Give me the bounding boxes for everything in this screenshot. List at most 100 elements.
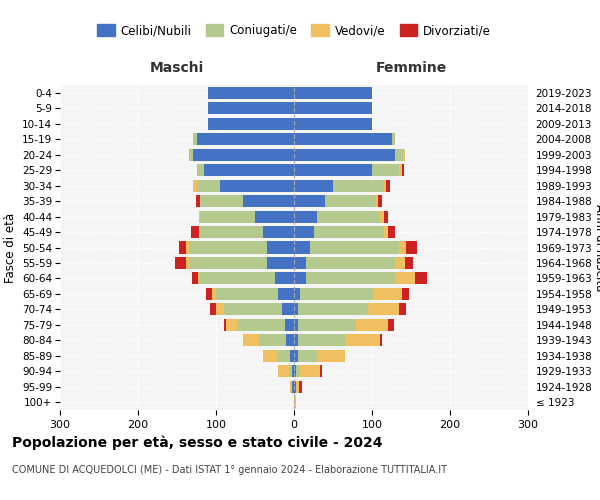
Bar xyxy=(187,242,188,254)
Bar xyxy=(294,288,300,300)
Bar xyxy=(196,180,220,192)
Bar xyxy=(405,257,413,269)
Bar xyxy=(198,272,200,284)
Bar xyxy=(278,366,289,378)
Bar xyxy=(299,381,302,393)
Bar xyxy=(259,334,286,346)
Bar xyxy=(294,226,314,238)
Bar xyxy=(294,257,306,269)
Bar xyxy=(294,195,325,207)
Bar xyxy=(294,164,372,176)
Bar xyxy=(378,195,382,207)
Bar xyxy=(283,304,294,316)
Bar xyxy=(216,304,224,316)
Bar xyxy=(238,319,284,331)
Bar xyxy=(226,319,238,331)
Bar xyxy=(294,118,372,130)
Bar xyxy=(200,226,263,238)
Bar xyxy=(294,304,298,316)
Bar xyxy=(294,319,298,331)
Bar xyxy=(199,226,200,238)
Bar xyxy=(197,164,204,176)
Bar xyxy=(386,180,390,192)
Bar xyxy=(294,334,298,346)
Bar xyxy=(395,257,405,269)
Bar xyxy=(406,242,417,254)
Bar xyxy=(384,226,388,238)
Bar xyxy=(192,272,198,284)
Bar xyxy=(374,288,401,300)
Bar xyxy=(200,272,275,284)
Bar xyxy=(196,195,200,207)
Bar xyxy=(255,210,294,222)
Bar xyxy=(356,319,388,331)
Bar xyxy=(368,304,400,316)
Bar xyxy=(294,396,296,408)
Bar xyxy=(388,226,395,238)
Bar xyxy=(193,148,294,160)
Bar xyxy=(300,366,320,378)
Bar xyxy=(188,148,193,160)
Bar xyxy=(294,366,296,378)
Bar xyxy=(401,164,404,176)
Bar xyxy=(294,350,298,362)
Bar xyxy=(384,210,388,222)
Bar xyxy=(206,288,212,300)
Bar xyxy=(306,272,395,284)
Bar xyxy=(380,210,384,222)
Bar xyxy=(188,242,266,254)
Bar xyxy=(306,257,395,269)
Bar xyxy=(179,242,187,254)
Bar xyxy=(300,288,374,300)
Bar xyxy=(197,133,294,145)
Bar xyxy=(187,257,188,269)
Bar xyxy=(200,210,255,222)
Bar xyxy=(380,334,382,346)
Bar xyxy=(212,288,216,300)
Bar xyxy=(200,195,244,207)
Bar xyxy=(294,102,372,115)
Bar xyxy=(314,226,384,238)
Y-axis label: Fasce di età: Fasce di età xyxy=(4,212,17,282)
Bar xyxy=(310,242,400,254)
Bar xyxy=(216,288,278,300)
Bar xyxy=(294,272,306,284)
Bar xyxy=(296,381,299,393)
Bar xyxy=(244,334,259,346)
Bar xyxy=(290,381,292,393)
Bar xyxy=(204,164,294,176)
Bar xyxy=(266,257,294,269)
Bar xyxy=(208,102,294,115)
Bar xyxy=(403,148,405,160)
Bar xyxy=(210,304,216,316)
Bar xyxy=(333,180,384,192)
Bar xyxy=(199,210,200,222)
Bar xyxy=(372,164,400,176)
Bar xyxy=(400,304,406,316)
Bar xyxy=(294,210,317,222)
Bar xyxy=(244,195,294,207)
Bar xyxy=(263,350,278,362)
Bar xyxy=(298,334,344,346)
Bar xyxy=(193,180,197,192)
Text: Femmine: Femmine xyxy=(376,61,446,75)
Bar xyxy=(344,334,380,346)
Bar xyxy=(400,164,401,176)
Bar xyxy=(275,272,294,284)
Bar xyxy=(208,86,294,99)
Bar xyxy=(320,366,322,378)
Bar xyxy=(298,319,356,331)
Bar xyxy=(294,180,333,192)
Bar xyxy=(401,288,409,300)
Bar xyxy=(294,133,392,145)
Bar xyxy=(294,148,395,160)
Bar xyxy=(317,350,344,362)
Bar xyxy=(298,350,317,362)
Bar xyxy=(175,257,187,269)
Bar xyxy=(220,180,294,192)
Bar xyxy=(290,350,294,362)
Bar xyxy=(294,381,296,393)
Bar xyxy=(292,366,294,378)
Bar xyxy=(296,366,300,378)
Bar xyxy=(224,304,283,316)
